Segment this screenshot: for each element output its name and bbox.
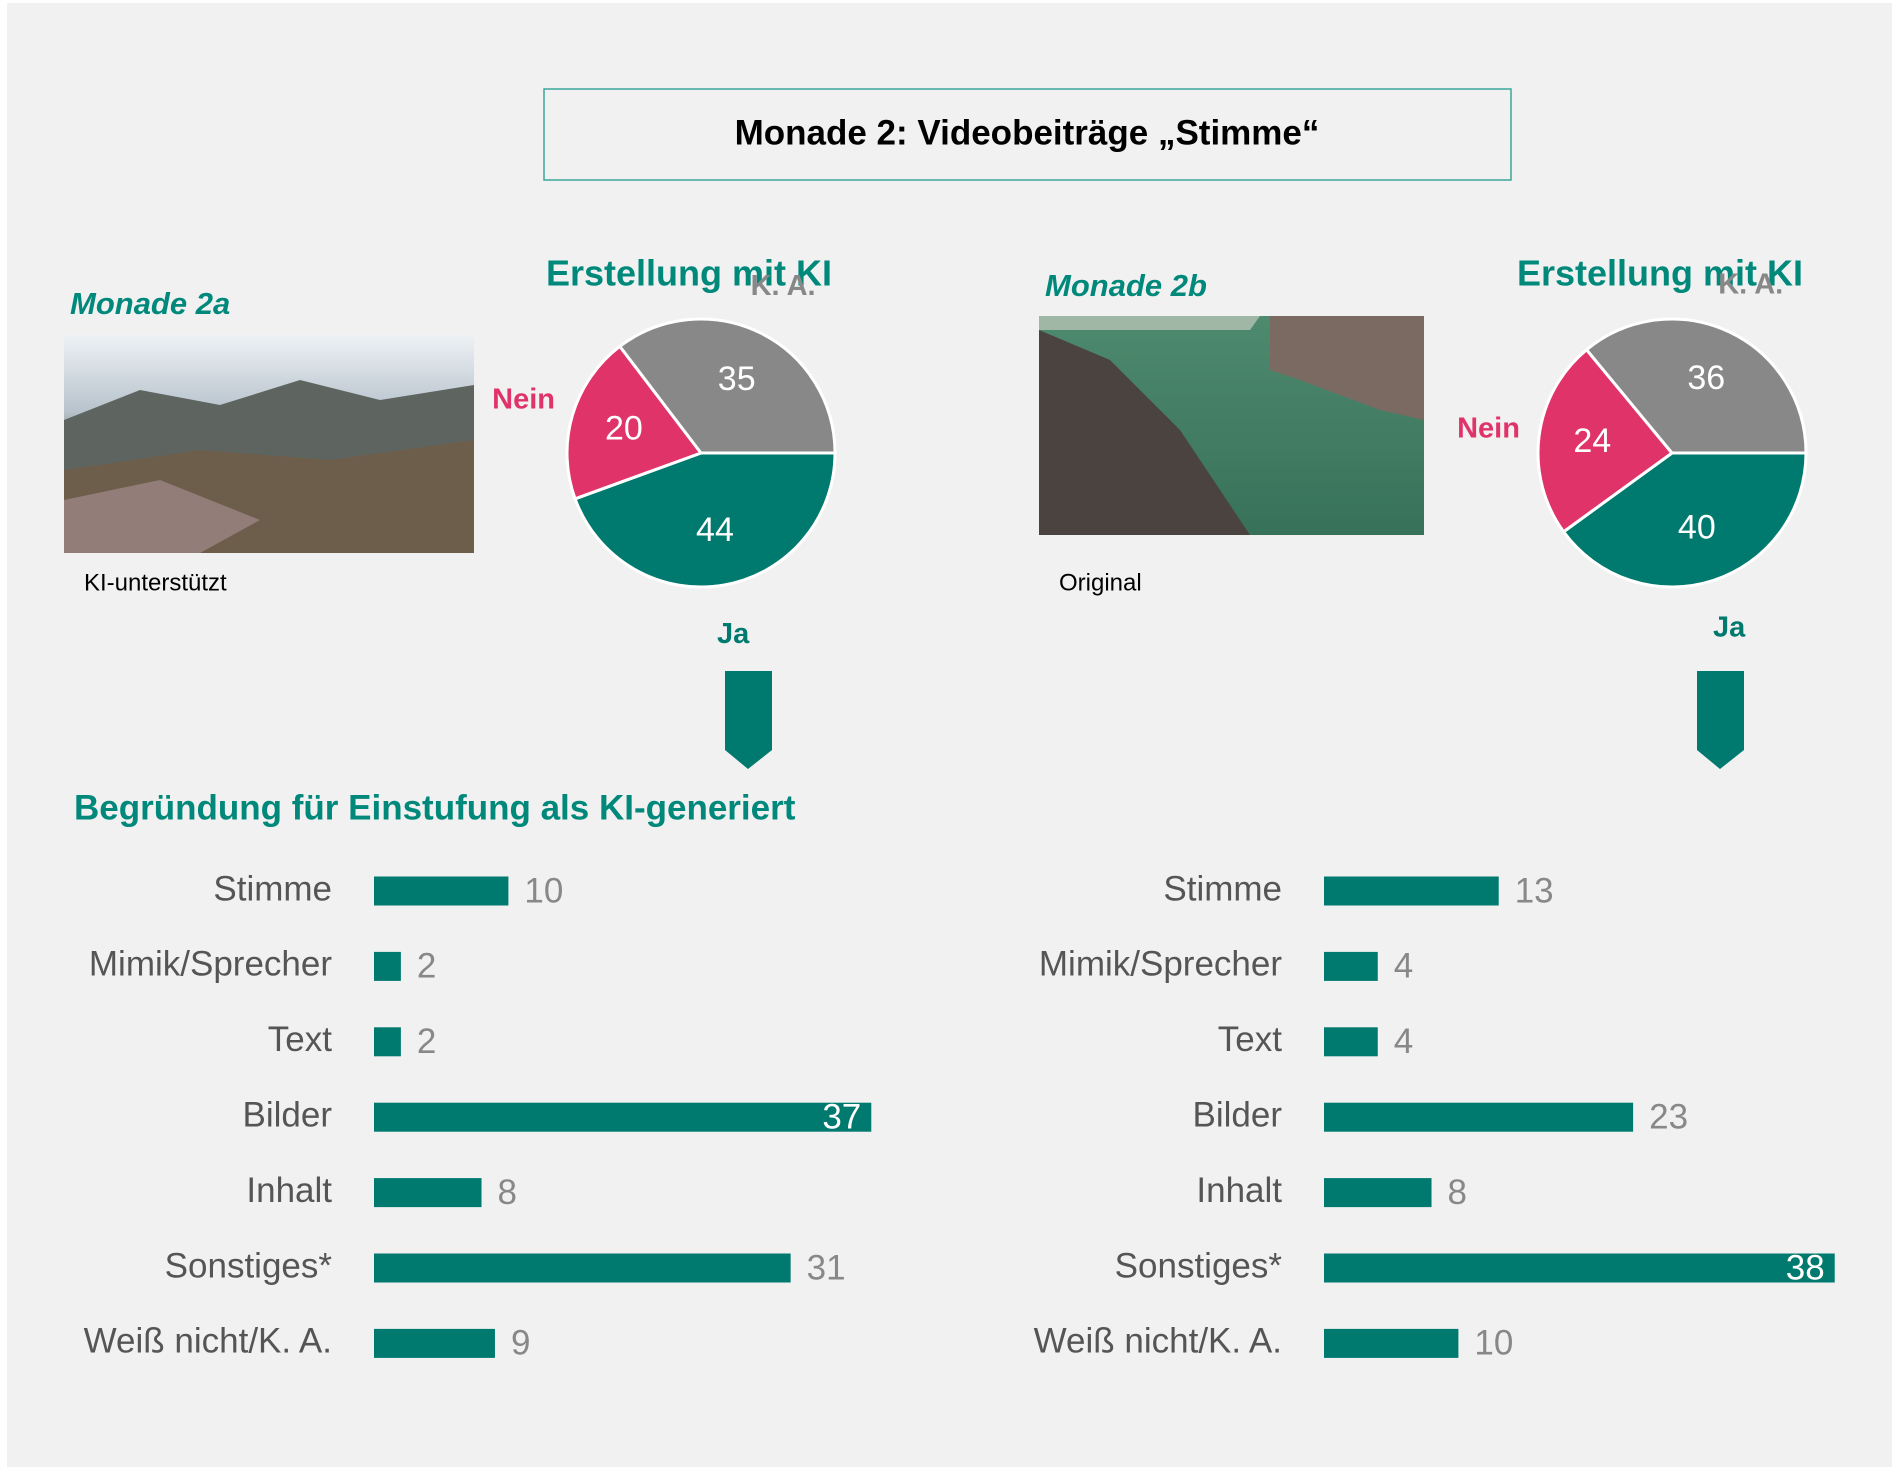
bar [1324, 952, 1378, 981]
slice-label: K. A. [1718, 268, 1783, 300]
value-label: 23 [1649, 1097, 1688, 1136]
category-label: Inhalt [246, 1171, 332, 1210]
category-label: Mimik/Sprecher [89, 945, 332, 984]
slice-label: Ja [717, 618, 750, 650]
category-label: Text [268, 1020, 332, 1059]
panel-caption: KI-unterstützt [84, 569, 227, 596]
category-label: Sonstiges* [165, 1246, 333, 1285]
photo [1039, 316, 1424, 535]
value-label: 10 [1474, 1324, 1513, 1363]
value-label: 31 [807, 1248, 846, 1287]
slice-value: 40 [1678, 508, 1716, 546]
category-label: Inhalt [1196, 1171, 1282, 1210]
bar [374, 1178, 482, 1207]
panel-caption: Original [1059, 569, 1142, 596]
value-label: 38 [1786, 1248, 1825, 1287]
slice-value: 44 [696, 511, 734, 549]
bar [374, 1254, 791, 1283]
category-label: Sonstiges* [1115, 1246, 1283, 1285]
bar [374, 952, 401, 981]
slice-label: Nein [492, 384, 555, 416]
category-label: Text [1218, 1020, 1282, 1059]
bar [1324, 1103, 1633, 1132]
slice-value: 36 [1687, 359, 1725, 397]
photo [64, 335, 474, 553]
bar [1324, 1027, 1378, 1056]
category-label: Stimme [1163, 869, 1282, 908]
category-label: Weiß nicht/K. A. [84, 1322, 332, 1361]
infographic: Monade 2: Videobeiträge „Stimme“ Monade … [0, 0, 1892, 1467]
panel-label: Monade 2a [70, 286, 230, 321]
bar [374, 1103, 871, 1132]
arrow [725, 671, 772, 769]
bar [1324, 1178, 1432, 1207]
slice-value: 20 [605, 409, 643, 447]
bar [374, 877, 508, 906]
category-label: Mimik/Sprecher [1039, 945, 1282, 984]
bar [1324, 877, 1499, 906]
category-label: Stimme [213, 869, 332, 908]
slice-label: Nein [1457, 412, 1520, 444]
value-label: 10 [524, 871, 563, 910]
slice-label: K. A. [751, 270, 816, 302]
bar [374, 1027, 401, 1056]
category-label: Bilder [1193, 1095, 1283, 1134]
bar [374, 1329, 495, 1358]
bar [1324, 1329, 1458, 1358]
slice-value: 35 [718, 360, 756, 398]
value-label: 8 [1448, 1173, 1467, 1212]
chart-title: Begründung für Einstufung als KI-generie… [74, 788, 796, 827]
bar [1324, 1254, 1835, 1283]
slice-value: 24 [1573, 422, 1611, 460]
arrow [1697, 671, 1744, 769]
slice-label: Ja [1713, 612, 1746, 644]
category-label: Bilder [243, 1095, 333, 1134]
page: Monade 2: Videobeiträge „Stimme“ Monade … [0, 0, 1892, 1467]
panel-label: Monade 2b [1045, 268, 1207, 303]
value-label: 8 [498, 1173, 517, 1212]
value-label: 37 [822, 1097, 861, 1136]
value-label: 9 [511, 1324, 530, 1363]
value-label: 4 [1394, 947, 1413, 986]
value-label: 4 [1394, 1022, 1413, 1061]
category-label: Weiß nicht/K. A. [1034, 1322, 1282, 1361]
value-label: 13 [1515, 871, 1554, 910]
value-label: 2 [417, 947, 436, 986]
page-title: Monade 2: Videobeiträge „Stimme“ [735, 113, 1320, 152]
value-label: 2 [417, 1022, 436, 1061]
